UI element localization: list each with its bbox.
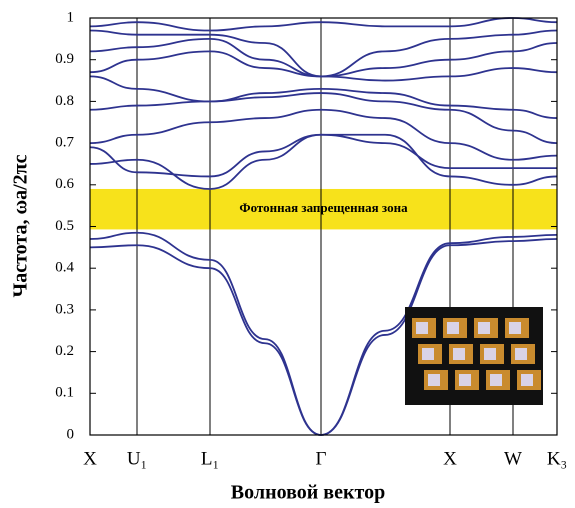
- inset-image: [405, 307, 543, 405]
- inset-hole: [459, 374, 471, 386]
- inset-hole: [490, 374, 502, 386]
- y-tick-label: 1: [67, 9, 75, 25]
- y-tick-label: 0.2: [55, 343, 74, 359]
- page: {"chart_data": {"type": "line", "x_label…: [0, 0, 575, 508]
- x-tick-label: U₁: [127, 448, 147, 469]
- y-axis-label: Частота, ωa/2πc: [10, 154, 32, 297]
- y-tick-label: 0.5: [55, 218, 74, 234]
- y-tick-label: 0.7: [55, 135, 74, 151]
- x-tick-label: L₁: [201, 448, 219, 469]
- y-tick-label: 0.9: [55, 51, 74, 67]
- band-line: [90, 18, 557, 31]
- chart: Волновой вектор Частота, ωa/2πc Фотонная…: [0, 0, 575, 508]
- x-axis-label: Волновой вектор: [231, 482, 385, 504]
- inset-hole: [521, 374, 533, 386]
- y-tick-label: 0.3: [55, 301, 74, 317]
- x-tick-label: K₃: [547, 448, 567, 469]
- inset-hole: [428, 374, 440, 386]
- inset-hole: [484, 348, 496, 360]
- y-tick-label: 0.8: [55, 93, 74, 109]
- band-line: [90, 76, 557, 118]
- x-tick-label: X: [443, 448, 457, 469]
- y-tick-label: 0.4: [55, 260, 74, 276]
- x-tick-label: X: [83, 448, 97, 469]
- y-tick-label: 0.1: [55, 385, 74, 401]
- annotation: Фотонная запрещенная зона: [239, 200, 408, 215]
- x-tick-label: W: [504, 448, 522, 469]
- inset-hole: [447, 322, 459, 334]
- inset-hole: [478, 322, 490, 334]
- inset-hole: [422, 348, 434, 360]
- band-line: [90, 135, 557, 189]
- inset-hole: [515, 348, 527, 360]
- inset-hole: [416, 322, 428, 334]
- x-tick-label: Γ: [316, 448, 327, 469]
- y-tick-label: 0.6: [55, 176, 74, 192]
- inset-hole: [509, 322, 521, 334]
- inset-hole: [453, 348, 465, 360]
- band-line: [90, 135, 557, 177]
- y-tick-label: 0: [67, 426, 75, 442]
